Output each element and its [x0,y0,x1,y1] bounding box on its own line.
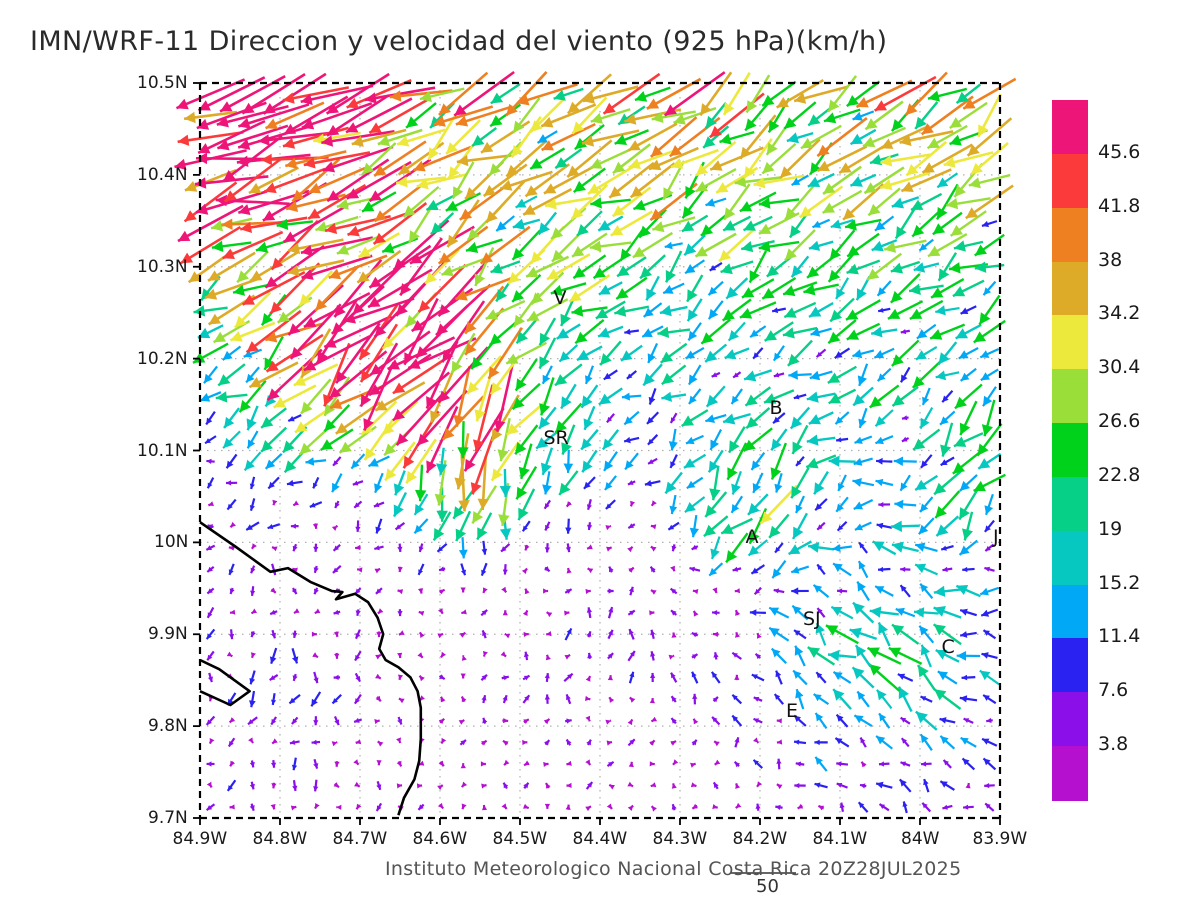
y-axis-tick-label: 10.1N [137,440,188,461]
y-axis-tick-label: 10N [154,532,189,553]
colorbar-tick-label: 38 [1098,248,1123,271]
y-axis-tick-label: 10.2N [137,348,188,369]
x-axis-tick-label: 84.9W [172,829,228,849]
city-label-v: V [553,286,567,309]
colorbar-tick-label: 41.8 [1098,194,1141,217]
colorbar-segment [1052,369,1088,424]
colorbar-segment [1052,153,1088,209]
x-axis-tick-label: 84.3W [652,829,708,849]
colorbar-tick-label: 26.6 [1098,410,1141,433]
city-label-b: B [769,397,783,420]
colorbar-segment [1052,261,1088,316]
coastline [199,521,423,816]
colorbar-segment [1052,315,1088,370]
y-axis-tick-label: 10.5N [137,73,188,93]
colorbar-segment [1052,100,1088,155]
x-axis-tick-label: 84.7W [332,829,388,849]
reference-vector-label: 50 [756,876,779,897]
colorbar-segment [1052,530,1088,586]
x-axis-tick-label: 84.1W [812,829,868,849]
y-axis-tick-label: 9.9N [148,624,188,645]
y-axis-tick-label: 9.8N [148,716,188,737]
colorbar-segment [1052,584,1088,640]
city-label-e: E [786,700,799,723]
colorbar-tick-label: 3.8 [1098,733,1129,756]
x-axis-tick-label: 84.8W [252,829,308,849]
city-label-c: C [941,636,955,659]
wind-barbs [174,70,1017,814]
tick-marks [193,82,1001,825]
colorbar-tick-label: 34.2 [1098,302,1141,325]
reference-vector-arrow [730,872,796,874]
colorbar-tick-label: 30.4 [1098,356,1141,379]
x-axis-tick-label: 84.2W [732,829,788,849]
page-title: IMN/WRF-11 Direccion y velocidad del vie… [30,26,888,57]
colorbar-tick-label: 45.6 [1098,140,1141,163]
colorbar-tick-label: 11.4 [1098,625,1141,648]
colorbar-tick-label: 22.8 [1098,463,1141,486]
x-axis-tick-label: 84.6W [412,829,468,849]
footer-credit: Instituto Meteorologico Nacional Costa R… [385,858,962,880]
colorbar-segment [1052,423,1088,478]
colorbar-segment [1052,638,1088,693]
colorbar-segment [1052,207,1088,263]
colorbar-tick-label: 15.2 [1098,571,1141,594]
colorbar-tick-label: 7.6 [1098,679,1129,702]
colorbar-segment [1052,746,1088,801]
x-axis-tick-label: 83.9W [972,829,1028,849]
city-label-a: A [745,525,759,548]
colorbar-tick-label: 19 [1098,517,1123,540]
y-axis-tick-label: 10.3N [137,256,188,277]
x-axis-tick-label: 84.5W [492,829,548,849]
y-axis-tick-label: 9.7N [148,808,188,828]
x-axis-tick-label: 84W [901,829,940,849]
colorbar-segment [1052,476,1088,532]
y-axis-tick-label: 10.4N [137,164,188,185]
city-label-j: J [993,525,999,548]
coastline-main [199,521,423,816]
coastline-inlet [199,658,251,707]
colorbar-segment [1052,692,1088,747]
x-axis-tick-label: 84.4W [572,829,628,849]
city-label-sj: SJ [803,608,821,631]
city-label-sr: SR [543,427,569,450]
